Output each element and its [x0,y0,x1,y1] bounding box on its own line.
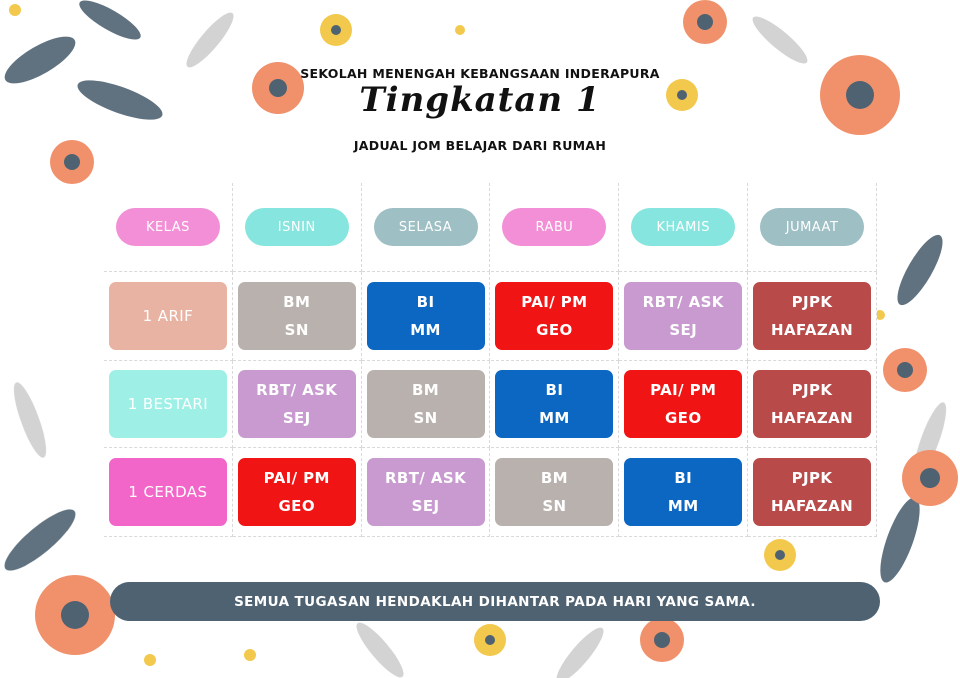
subject-label: RBT/ ASK [256,381,338,399]
table-cell: BM SN [490,448,620,537]
column-header: RABU [502,208,607,246]
subject-box: PJPK HAFAZAN [753,458,872,526]
subject-box: RBT/ ASK SEJ [624,282,743,350]
table-cell: PJPK HAFAZAN [748,361,877,448]
table-cell: RBT/ ASK SEJ [232,361,362,448]
table-cell: KELAS [104,183,233,272]
subject-label: SN [542,497,567,515]
subject-label: PAI/ PM [521,293,588,311]
table-cell: 1 BESTARI [104,361,233,448]
subject-box: RBT/ ASK SEJ [366,458,485,526]
table-cell: 1 CERDAS [104,448,233,537]
column-header: SELASA [373,208,478,246]
subject-box: PJPK HAFAZAN [753,370,872,438]
subject-label: PAI/ PM [263,469,330,487]
column-header: ISNIN [244,208,349,246]
table-cell: 1 ARIF [104,272,233,361]
subject-box: BM SN [495,458,614,526]
subject-label: BI [416,293,435,311]
class-name: 1 CERDAS [108,458,227,526]
table-cell: BI MM [361,272,491,361]
subject-box: BM SN [237,282,356,350]
table-cell: PAI/ PM GEO [619,361,749,448]
column-header: KELAS [115,208,220,246]
subject-label: GEO [664,409,702,427]
subject-label: HAFAZAN [770,409,854,427]
subject-label: SN [413,409,438,427]
class-label: 1 ARIF [142,307,194,325]
class-label: 1 BESTARI [127,395,209,413]
table-cell: BI MM [619,448,749,537]
timetable: KELAS ISNIN SELASA RABU KHAMIS JUMAAT 1 ARIF BM… [104,183,877,537]
subject-box: PJPK HAFAZAN [753,282,872,350]
subject-box: BI MM [624,458,743,526]
column-header: KHAMIS [631,208,736,246]
subject-label: HAFAZAN [770,321,854,339]
subject-box: RBT/ ASK SEJ [237,370,356,438]
subject-label: MM [410,321,441,339]
footer-banner: SEMUA TUGASAN HENDAKLAH DIHANTAR PADA HA… [110,582,880,621]
table-cell: RABU [490,183,620,272]
subject-box: PAI/ PM GEO [495,282,614,350]
subject-label: BI [674,469,693,487]
subject-label: PJPK [791,469,833,487]
table-cell: JUMAAT [748,183,877,272]
column-header: JUMAAT [760,208,865,246]
subject-label: GEO [536,321,573,339]
subject-box: BM SN [366,370,485,438]
subject-label: PAI/ PM [650,381,717,399]
subject-label: RBT/ ASK [642,293,724,311]
table-cell: PJPK HAFAZAN [748,272,877,361]
table-cell: PAI/ PM GEO [232,448,362,537]
table-cell: RBT/ ASK SEJ [619,272,749,361]
table-cell: BM SN [232,272,362,361]
subject-label: GEO [278,497,315,515]
subject-box: BI MM [495,370,614,438]
subject-label: PJPK [791,293,833,311]
subject-box: PAI/ PM GEO [624,370,743,438]
subject-label: BM [411,381,440,399]
table-cell: PJPK HAFAZAN [748,448,877,537]
table-cell: BM SN [361,361,491,448]
subject-label: HAFAZAN [770,497,854,515]
subject-label: MM [539,409,570,427]
subject-label: SN [284,321,309,339]
school-name: SEKOLAH MENENGAH KEBANGSAAN INDERAPURA [300,66,660,81]
subtitle: JADUAL JOM BELAJAR DARI RUMAH [353,138,607,153]
subject-label: SEJ [411,497,440,515]
subject-box: BI MM [366,282,485,350]
subject-box: PAI/ PM GEO [237,458,356,526]
subject-label: SEJ [669,321,698,339]
subject-label: SEJ [282,409,311,427]
table-cell: ISNIN [232,183,362,272]
class-name: 1 BESTARI [108,370,227,438]
subject-label: BM [283,293,311,311]
class-name: 1 ARIF [108,282,227,350]
subject-label: PJPK [791,381,833,399]
subject-label: BM [540,469,568,487]
class-label: 1 CERDAS [128,483,208,501]
table-cell: SELASA [361,183,491,272]
title: Tingkatan 1 [359,80,601,120]
table-cell: PAI/ PM GEO [490,272,620,361]
table-cell: KHAMIS [619,183,749,272]
table-cell: BI MM [490,361,620,448]
table-cell: RBT/ ASK SEJ [361,448,491,537]
subject-label: MM [667,497,699,515]
subject-label: BI [545,381,564,399]
subject-label: RBT/ ASK [384,469,467,487]
